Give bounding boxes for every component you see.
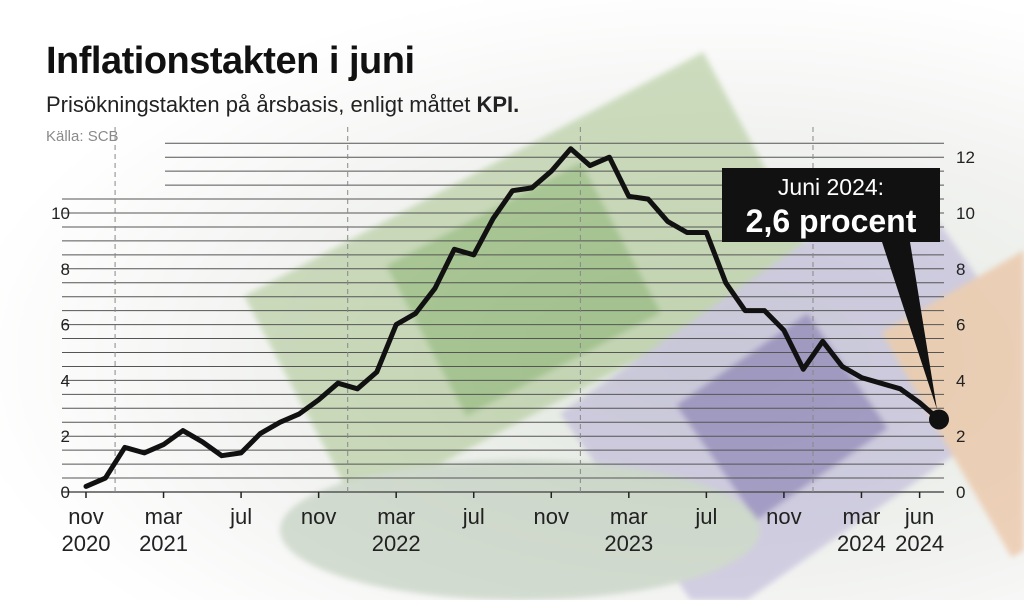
highlight-point: [929, 409, 949, 430]
highlight-callout: Juni 2024: 2,6 procent: [722, 168, 940, 242]
chart-subtitle: Prisökningstakten på årsbasis, enligt må…: [46, 92, 519, 118]
y-tick-label-right: 12: [956, 148, 975, 167]
y-tick-label-right: 4: [956, 371, 965, 390]
y-tick-label-right: 2: [956, 427, 965, 446]
x-tick-month: jul: [462, 504, 485, 529]
x-tick-month: jul: [694, 504, 717, 529]
y-tick-label-left: 10: [51, 204, 70, 223]
x-tick-year: 2024: [837, 531, 886, 556]
x-tick-month: mar: [377, 504, 415, 529]
y-tick-label-right: 0: [956, 483, 965, 502]
y-tick-label-left: 0: [61, 483, 70, 502]
x-tick-year: 2023: [604, 531, 653, 556]
callout-value: 2,6 procent: [745, 203, 917, 239]
x-tick-year: 2024: [895, 531, 944, 556]
x-tick-month: mar: [843, 504, 881, 529]
y-tick-label-left: 6: [61, 316, 70, 335]
x-tick-month: nov: [766, 504, 801, 529]
y-tick-label-left: 2: [61, 427, 70, 446]
y-tick-label-right: 6: [956, 316, 965, 335]
x-tick-month: jun: [904, 504, 934, 529]
y-tick-label-right: 10: [956, 204, 975, 223]
y-tick-label-left: 4: [61, 371, 70, 390]
subtitle-text: Prisökningstakten på årsbasis, enligt må…: [46, 92, 471, 117]
source-note: Källa: SCB: [46, 128, 119, 145]
y-tick-label-right: 8: [956, 260, 965, 279]
x-tick-month: mar: [145, 504, 183, 529]
kpi-series-line: [83, 146, 942, 489]
subtitle-kpi: KPI.: [476, 92, 520, 117]
callout-date: Juni 2024:: [777, 174, 885, 200]
x-tick-month: mar: [610, 504, 648, 529]
x-tick-year: 2020: [62, 531, 111, 556]
chart-title: Inflationstakten i juni: [46, 40, 415, 82]
x-tick-year: 2021: [139, 531, 188, 556]
x-tick-month: nov: [301, 504, 336, 529]
x-tick-month: nov: [534, 504, 569, 529]
x-tick-month: nov: [68, 504, 103, 529]
x-tick-year: 2022: [372, 531, 421, 556]
callout-pointer: [882, 242, 937, 410]
x-tick-month: jul: [229, 504, 252, 529]
y-tick-label-left: 8: [61, 260, 70, 279]
